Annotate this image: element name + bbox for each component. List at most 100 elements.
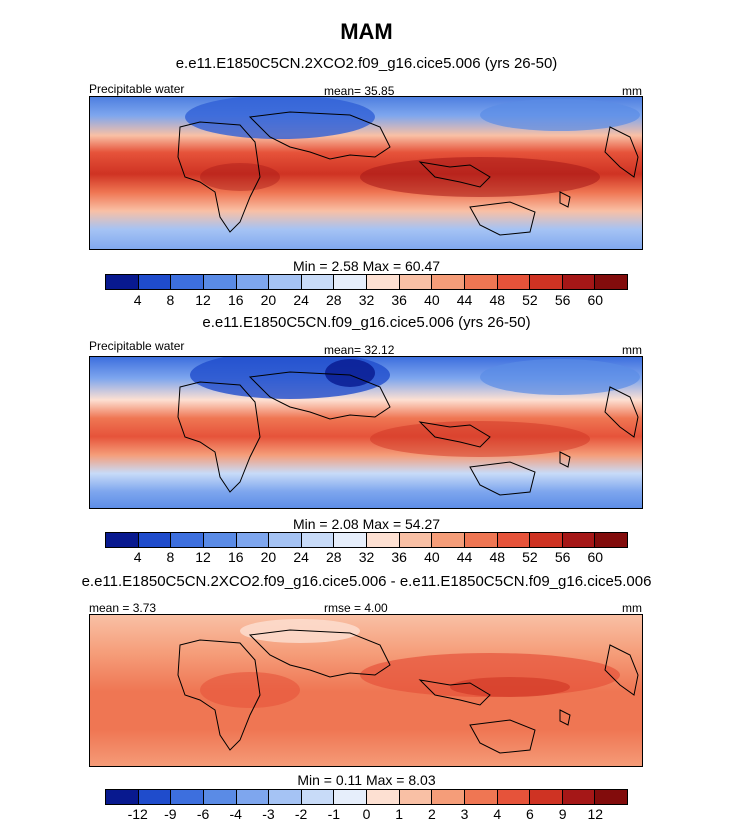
colorbar-tick-label: 40 — [424, 549, 440, 565]
colorbar-swatch — [464, 790, 498, 804]
colorbar-swatch — [595, 275, 627, 289]
colorbar-tick-label: 52 — [522, 549, 538, 565]
colorbar-swatch — [530, 790, 563, 804]
panel2-mean-label: mean= 32.12 — [324, 343, 395, 357]
colorbar-swatch — [138, 275, 172, 289]
colorbar-tick-label: 48 — [489, 549, 506, 565]
colorbar-tick-label: 44 — [456, 549, 473, 565]
colorbar-swatch — [432, 790, 465, 804]
colorbar-swatch — [464, 275, 498, 289]
colorbar-swatch — [432, 275, 465, 289]
colorbar-swatch — [562, 275, 596, 289]
panel1-variable-label: Precipitable water — [89, 82, 185, 96]
colorbar-swatch — [530, 533, 563, 547]
colorbar-swatch — [301, 533, 335, 547]
panel2-case-title: e.e11.E1850C5CN.f09_g16.cice5.006 (yrs 2… — [202, 314, 531, 331]
colorbar-swatch — [203, 533, 237, 547]
colorbar-tick-label: 20 — [260, 292, 277, 308]
panel1-case-title: e.e11.E1850C5CN.2XCO2.f09_g16.cice5.006 … — [175, 55, 558, 72]
colorbar-tick-label: 6 — [526, 806, 534, 822]
colorbar-tick-label: -2 — [294, 806, 308, 822]
panel1-colorbar-ticks: 4 8 12 16 20 24 28 32 36 40 44 48 52 56 60 — [105, 292, 628, 308]
colorbar-swatch — [269, 533, 302, 547]
colorbar-tick-label: -12 — [127, 806, 148, 822]
panel3-colorbar — [105, 789, 628, 805]
colorbar-swatch — [399, 533, 433, 547]
colorbar-tick-label: 4 — [133, 292, 142, 308]
colorbar-tick-label: 16 — [227, 292, 244, 308]
colorbar-tick-label: 1 — [395, 806, 404, 822]
panel1-mean-label: mean= 35.85 — [324, 84, 395, 98]
panel3-min-max: Min = 0.11 Max = 8.03 — [297, 772, 436, 788]
colorbar-tick-label: 24 — [293, 292, 309, 308]
panel1-map — [89, 96, 643, 250]
colorbar-tick-label: -3 — [262, 806, 275, 822]
colorbar-tick-label: -4 — [229, 806, 242, 822]
colorbar-tick-label: 40 — [424, 292, 440, 308]
colorbar-tick-label: 28 — [326, 292, 342, 308]
colorbar-tick-label: 56 — [554, 549, 571, 565]
colorbar-swatch — [236, 275, 270, 289]
panel1-colorbar — [105, 274, 628, 290]
colorbar-swatch — [138, 533, 172, 547]
colorbar-swatch — [106, 790, 139, 804]
colorbar-swatch — [236, 533, 270, 547]
colorbar-tick-label: 2 — [427, 806, 436, 822]
colorbar-swatch — [301, 790, 335, 804]
colorbar-tick-label: 32 — [358, 292, 375, 308]
colorbar-tick-label: -9 — [164, 806, 177, 822]
panel3-rmse-label: rmse = 4.00 — [324, 601, 388, 615]
colorbar-tick-label: 36 — [391, 549, 407, 565]
colorbar-tick-label: 44 — [456, 292, 473, 308]
colorbar-swatch — [497, 275, 531, 289]
colorbar-tick-label: 52 — [522, 292, 538, 308]
panel2-variable-label: Precipitable water — [89, 339, 185, 353]
colorbar-tick-label: 32 — [358, 549, 375, 565]
colorbar-tick-label: 60 — [587, 549, 604, 565]
colorbar-swatch — [334, 790, 367, 804]
panel2-colorbar-ticks: 4 8 12 16 20 24 28 32 36 40 44 48 52 56 60 — [105, 549, 628, 565]
colorbar-swatch — [595, 790, 627, 804]
colorbar-tick-label: 28 — [326, 549, 342, 565]
colorbar-tick-label: -6 — [196, 806, 210, 822]
colorbar-tick-label: 8 — [166, 549, 175, 565]
colorbar-swatch — [497, 790, 531, 804]
panel1-units: mm — [622, 84, 642, 98]
colorbar-tick-label: -1 — [327, 806, 341, 822]
colorbar-swatch — [367, 275, 400, 289]
colorbar-swatch — [334, 275, 367, 289]
colorbar-swatch — [464, 533, 498, 547]
colorbar-tick-label: 48 — [489, 292, 506, 308]
colorbar-swatch — [269, 790, 302, 804]
colorbar-tick-label: 36 — [391, 292, 407, 308]
colorbar-swatch — [562, 533, 596, 547]
colorbar-swatch — [106, 533, 139, 547]
colorbar-tick-label: 8 — [166, 292, 175, 308]
colorbar-tick-label: 12 — [587, 806, 604, 822]
colorbar-swatch — [236, 790, 270, 804]
colorbar-tick-label: 4 — [133, 549, 142, 565]
colorbar-tick-label: 60 — [587, 292, 604, 308]
colorbar-tick-label: 56 — [554, 292, 571, 308]
panel3-mean-label: mean = 3.73 — [89, 601, 157, 615]
colorbar-tick-label: 20 — [260, 549, 277, 565]
colorbar-swatch — [171, 790, 204, 804]
panel3-case-title: e.e11.E1850C5CN.2XCO2.f09_g16.cice5.006 … — [81, 573, 652, 590]
colorbar-swatch — [497, 533, 531, 547]
colorbar-swatch — [399, 790, 433, 804]
colorbar-swatch — [171, 533, 204, 547]
colorbar-swatch — [138, 790, 172, 804]
colorbar-swatch — [171, 275, 204, 289]
panel2-min-max: Min = 2.08 Max = 54.27 — [292, 516, 441, 532]
colorbar-swatch — [269, 275, 302, 289]
colorbar-tick-label: 12 — [195, 292, 211, 308]
colorbar-swatch — [301, 275, 335, 289]
colorbar-tick-label: 9 — [558, 806, 567, 822]
colorbar-tick-label: 0 — [362, 806, 371, 822]
colorbar-swatch — [367, 790, 400, 804]
panel3-units: mm — [622, 601, 642, 615]
colorbar-swatch — [595, 533, 627, 547]
colorbar-swatch — [203, 790, 237, 804]
panel1-min-max: Min = 2.58 Max = 60.47 — [292, 258, 441, 274]
colorbar-swatch — [562, 790, 596, 804]
